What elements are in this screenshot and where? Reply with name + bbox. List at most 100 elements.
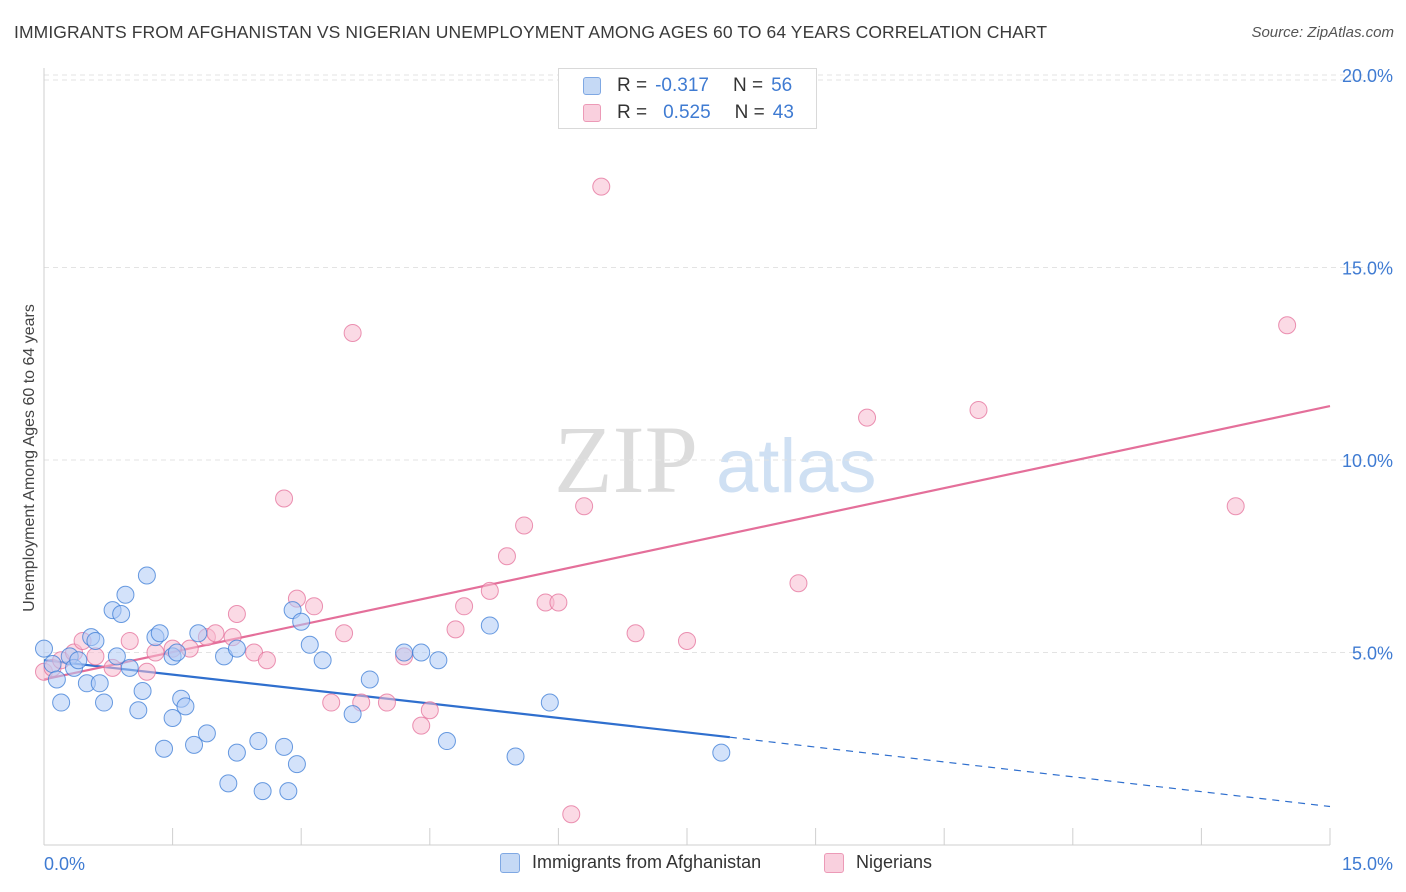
point-afghanistan <box>227 743 246 762</box>
point-nigerians <box>1226 497 1245 516</box>
point-afghanistan <box>300 635 319 654</box>
legend-n-label: N = <box>734 102 765 123</box>
point-afghanistan <box>197 724 216 743</box>
point-afghanistan <box>176 697 195 716</box>
point-afghanistan <box>95 693 114 712</box>
source-label: Source: ZipAtlas.com <box>1251 24 1394 41</box>
legend-r-value: 0.525 <box>663 102 711 123</box>
legend-swatch-blue <box>583 77 601 95</box>
point-nigerians <box>377 693 396 712</box>
point-nigerians <box>335 624 354 643</box>
point-afghanistan <box>112 605 131 623</box>
point-nigerians <box>412 716 431 735</box>
point-nigerians <box>515 516 534 535</box>
tick-labels: 5.0% 10.0% 15.0% 20.0% 0.0% 15.0% <box>44 66 1393 874</box>
point-afghanistan <box>712 743 731 762</box>
series-legend-nigerians: Nigerians <box>824 852 932 873</box>
correlation-legend: R = -0.317 N = 56 R = 0.525 N = 43 <box>558 68 817 129</box>
point-afghanistan <box>360 670 379 689</box>
point-afghanistan <box>150 624 169 643</box>
point-nigerians <box>446 620 465 639</box>
series-swatch-pink <box>824 852 844 873</box>
point-afghanistan <box>185 735 204 754</box>
point-nigerians <box>592 177 611 196</box>
data-points <box>35 177 1297 824</box>
point-nigerians <box>626 624 645 643</box>
point-nigerians <box>322 693 341 712</box>
point-afghanistan <box>313 651 332 670</box>
gridlines <box>44 74 1370 653</box>
point-nigerians <box>227 605 246 623</box>
point-nigerians <box>789 574 808 593</box>
point-afghanistan <box>227 639 246 658</box>
point-nigerians <box>1278 316 1297 335</box>
point-nigerians <box>86 647 105 666</box>
point-afghanistan <box>429 651 448 670</box>
point-nigerians <box>562 805 581 824</box>
point-nigerians <box>257 651 276 670</box>
legend-r-value: -0.317 <box>655 75 709 96</box>
point-afghanistan <box>86 631 105 650</box>
series-swatch-blue <box>500 852 520 873</box>
series-legend-afghanistan: Immigrants from Afghanistan <box>500 852 761 873</box>
point-afghanistan <box>412 643 431 662</box>
point-nigerians <box>206 624 225 643</box>
point-afghanistan <box>129 701 148 720</box>
y-tick-label: 5.0% <box>1352 644 1393 664</box>
point-nigerians <box>858 408 877 427</box>
point-afghanistan <box>167 643 186 662</box>
axes <box>43 68 1331 846</box>
x-tick-label-max: 15.0% <box>1342 854 1393 874</box>
series-legend: Immigrants from Afghanistan Nigerians <box>0 852 1406 878</box>
point-nigerians <box>275 489 294 508</box>
point-afghanistan <box>35 639 53 658</box>
point-afghanistan <box>437 732 456 751</box>
point-afghanistan <box>163 708 182 727</box>
legend-n-value: 43 <box>772 102 794 123</box>
point-afghanistan <box>107 647 126 666</box>
point-nigerians <box>146 643 165 662</box>
point-nigerians <box>120 631 139 650</box>
point-nigerians <box>678 631 696 650</box>
y-tick-label: 20.0% <box>1342 66 1393 86</box>
point-nigerians <box>497 547 516 566</box>
chart-title: IMMIGRANTS FROM AFGHANISTAN VS NIGERIAN … <box>14 22 1048 42</box>
point-nigerians <box>305 597 324 616</box>
point-afghanistan <box>137 566 156 585</box>
point-nigerians <box>137 662 156 681</box>
legend-r-label: R = <box>617 75 648 96</box>
point-afghanistan <box>279 782 298 801</box>
point-nigerians <box>575 497 594 516</box>
point-nigerians <box>480 581 499 600</box>
point-afghanistan <box>275 737 294 756</box>
point-afghanistan <box>480 616 499 635</box>
point-afghanistan <box>219 774 238 793</box>
point-nigerians <box>549 593 568 612</box>
point-nigerians <box>343 323 362 342</box>
point-afghanistan <box>540 693 559 712</box>
point-afghanistan <box>120 658 139 677</box>
point-afghanistan <box>69 651 88 670</box>
point-afghanistan <box>287 755 306 774</box>
legend-r-label: R = <box>617 102 648 123</box>
y-tick-label: 10.0% <box>1342 451 1393 471</box>
y-tick-label: 15.0% <box>1342 259 1393 279</box>
point-afghanistan <box>90 674 109 693</box>
point-afghanistan <box>133 682 152 700</box>
point-afghanistan <box>249 732 268 751</box>
point-afghanistan <box>395 643 414 662</box>
point-afghanistan <box>52 693 71 712</box>
watermark-atlas: atlas <box>716 424 877 509</box>
legend-row-nigerians: R = 0.525 N = 43 <box>583 100 794 126</box>
x-tick-label-min: 0.0% <box>44 854 85 874</box>
point-afghanistan <box>43 655 62 674</box>
trend-line-afghanistan-extension <box>729 736 1331 808</box>
point-nigerians <box>455 597 474 616</box>
point-afghanistan <box>343 705 362 724</box>
point-afghanistan <box>292 612 311 631</box>
point-afghanistan <box>155 739 174 758</box>
point-afghanistan <box>116 585 135 604</box>
point-nigerians <box>420 701 439 720</box>
legend-n-label: N = <box>732 75 764 96</box>
